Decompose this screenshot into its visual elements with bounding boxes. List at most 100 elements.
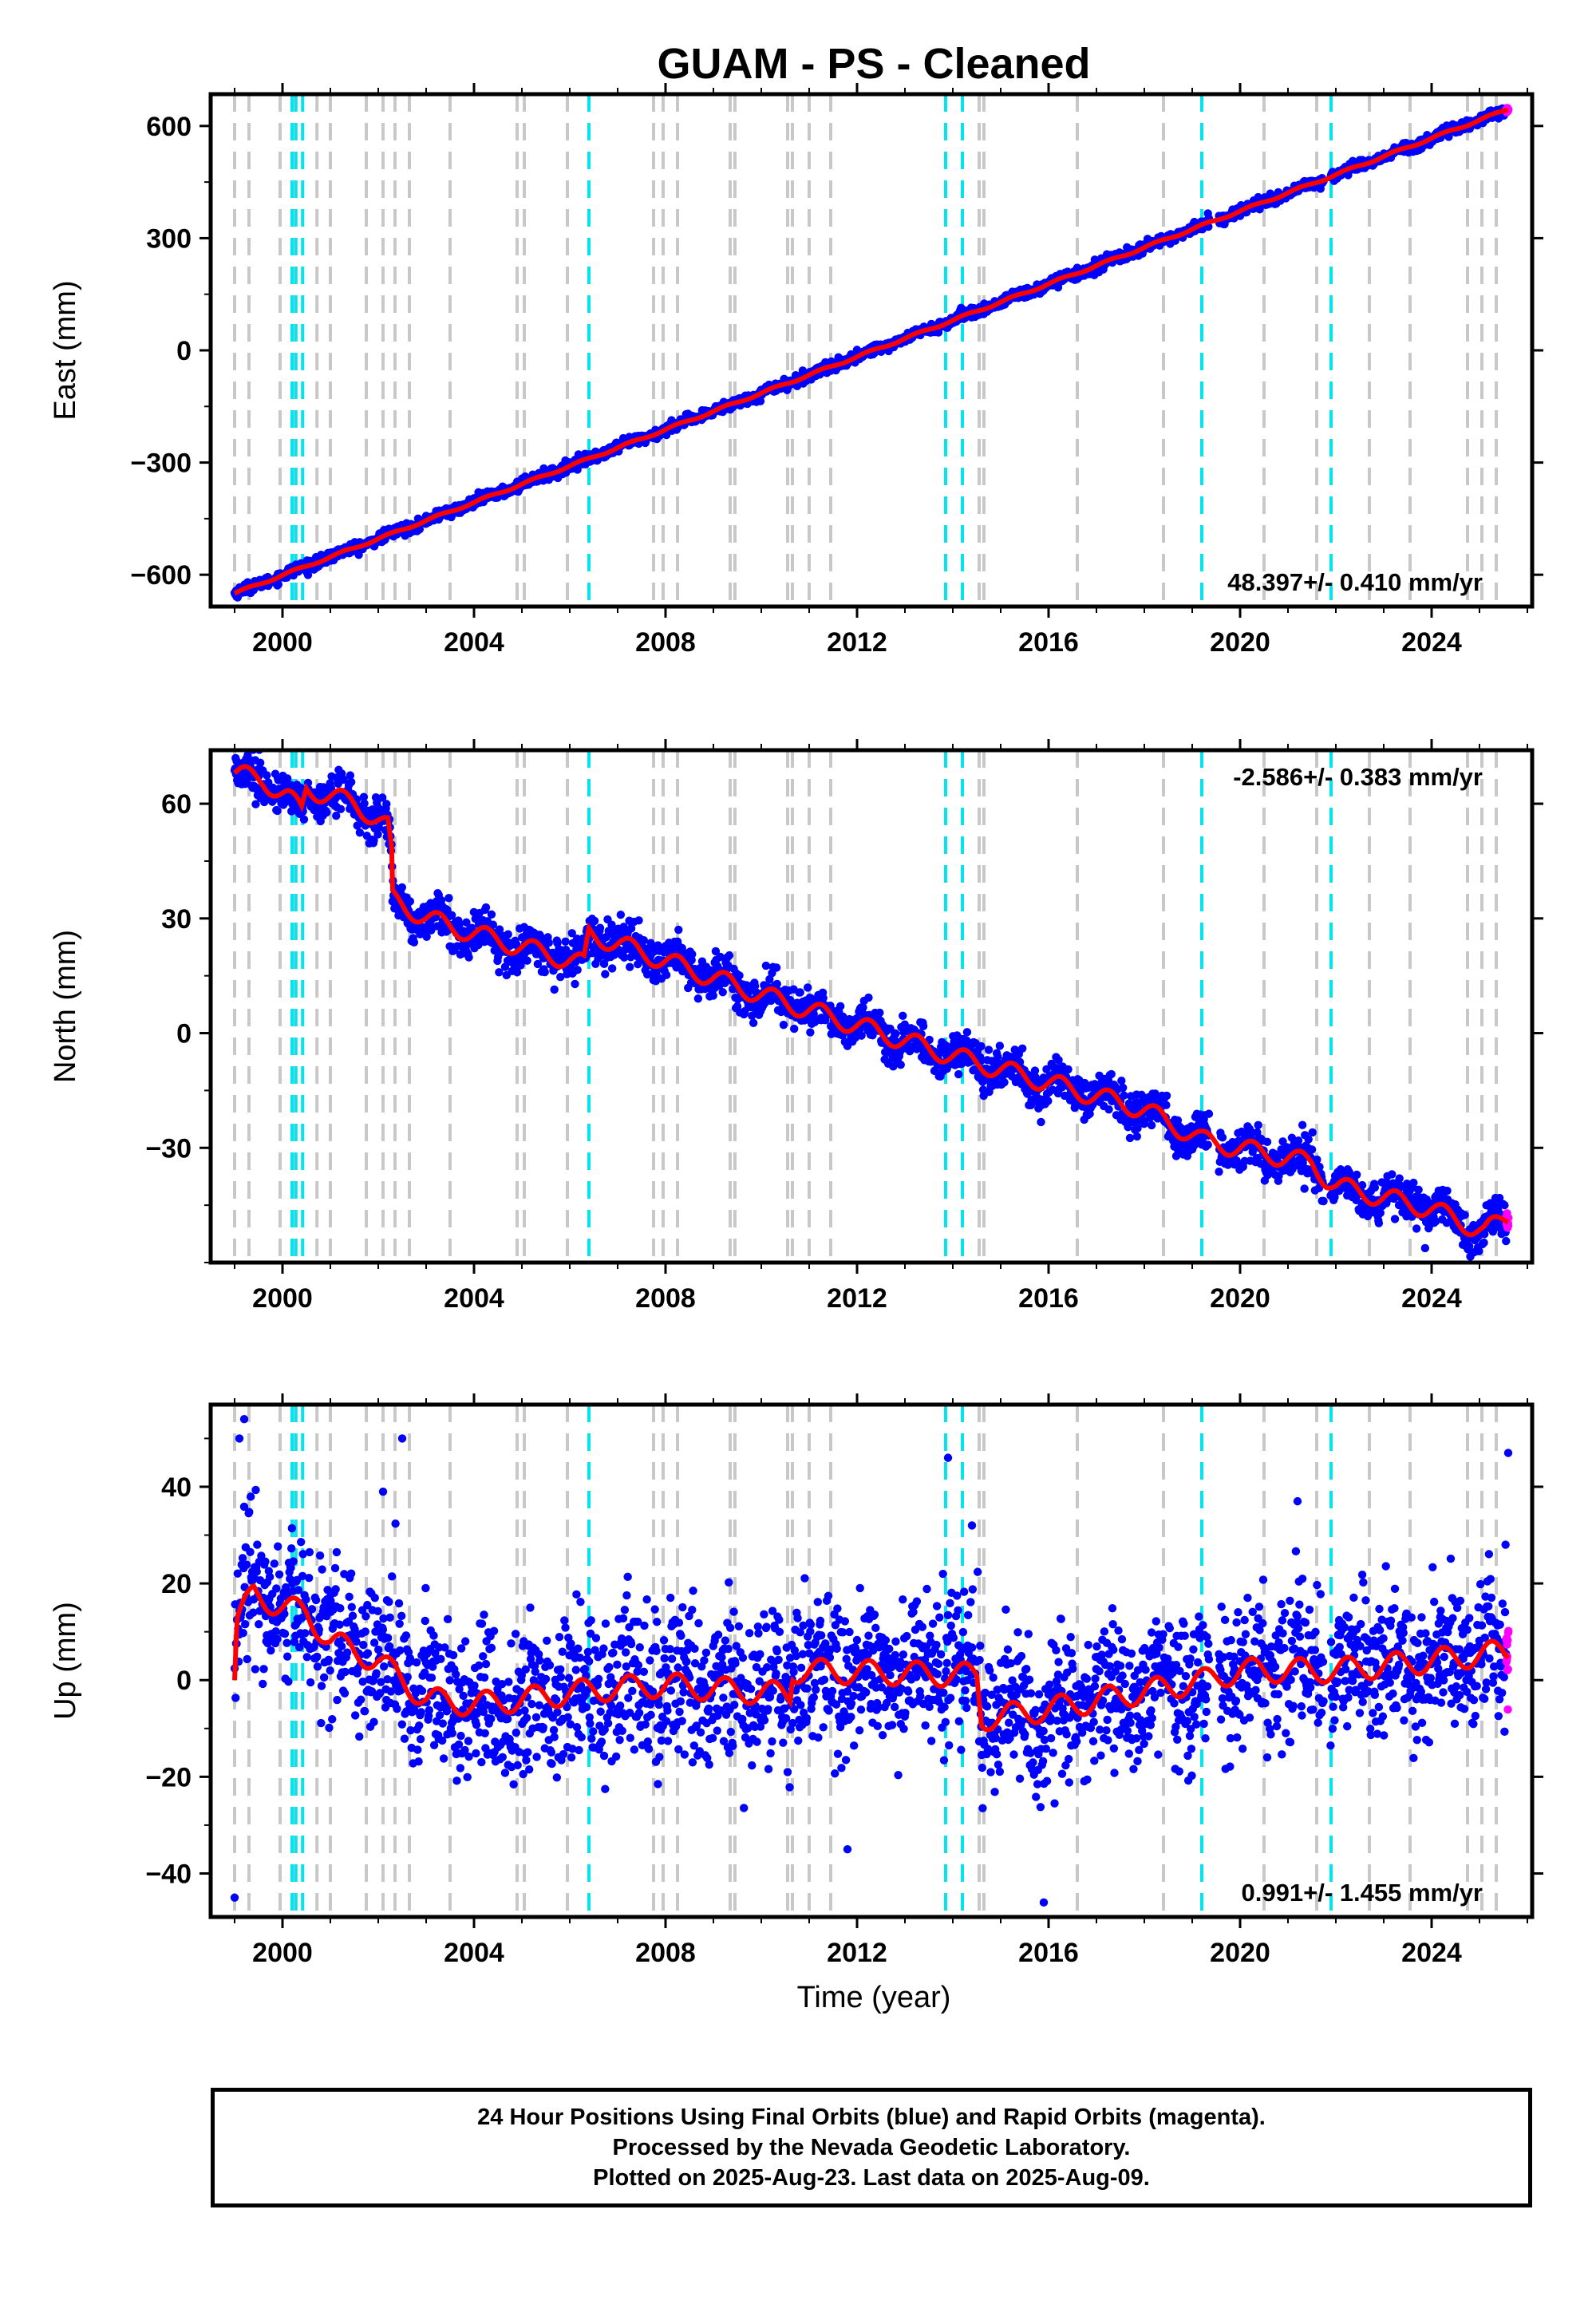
final-orbit-point: [693, 994, 703, 1003]
final-orbit-point: [1218, 1133, 1227, 1142]
final-orbit-point: [779, 1020, 788, 1030]
final-orbit-point: [263, 771, 271, 780]
final-orbit-point: [1104, 1105, 1113, 1114]
final-orbit-point: [1120, 1091, 1128, 1100]
y-tick-label: 600: [146, 112, 192, 142]
final-orbit-point: [487, 910, 496, 919]
final-orbit-point: [382, 800, 391, 808]
final-orbit-point: [405, 897, 415, 906]
final-orbit-point: [1388, 1170, 1396, 1179]
final-orbit-point: [373, 830, 382, 839]
final-orbit-point: [1037, 1117, 1045, 1127]
final-orbit-point: [561, 937, 570, 946]
final-orbit-point: [409, 938, 419, 947]
model-fit-line: [233, 107, 1509, 596]
final-orbit-point: [255, 758, 265, 768]
final-orbit-point: [616, 911, 626, 919]
final-orbit-point: [544, 939, 553, 947]
final-orbit-point: [232, 757, 241, 765]
final-orbit-point: [590, 916, 599, 926]
final-orbit-point: [504, 930, 512, 939]
y-tick-label: −300: [130, 449, 192, 479]
y-tick-label: 0: [176, 336, 192, 366]
final-orbit-point: [1064, 1065, 1073, 1074]
final-orbit-point: [447, 911, 456, 920]
final-orbit-point: [1376, 1208, 1385, 1218]
final-orbit-point: [718, 988, 727, 997]
final-orbit-point: [1308, 1128, 1317, 1137]
final-orbit-point: [464, 953, 473, 962]
final-orbit-point: [397, 883, 406, 892]
final-orbit-point: [1352, 1170, 1361, 1180]
final-orbit-point: [1162, 1101, 1171, 1109]
final-orbit-point: [772, 963, 781, 972]
final-orbit-point: [251, 800, 260, 808]
final-orbit-point: [634, 916, 643, 925]
final-orbit-point: [346, 777, 356, 787]
final-orbit-point: [1298, 1120, 1307, 1129]
x-tick-label: 2008: [635, 627, 696, 658]
final-orbit-point: [625, 962, 634, 971]
final-orbit-point: [1117, 1077, 1126, 1085]
final-orbit-point: [662, 970, 671, 979]
final-orbit-point: [378, 793, 387, 802]
final-orbit-point: [1044, 1097, 1053, 1105]
final-orbit-point: [804, 983, 812, 992]
final-orbit-point: [761, 961, 771, 970]
final-orbit-point: [339, 775, 348, 785]
final-orbit-point: [444, 894, 453, 903]
final-orbit-point: [346, 771, 355, 780]
final-orbit-point: [1147, 1120, 1156, 1130]
final-orbit-point: [1294, 1136, 1303, 1145]
final-orbit-point: [595, 923, 605, 932]
x-tick-label: 2000: [252, 627, 313, 658]
final-orbit-point: [299, 815, 309, 824]
final-orbit-point: [273, 806, 282, 816]
final-orbit-point: [1304, 1135, 1313, 1144]
final-orbit-point: [360, 799, 369, 808]
final-orbit-point: [550, 985, 559, 994]
final-orbit-point: [332, 811, 341, 820]
final-orbit-point: [422, 932, 431, 941]
final-orbit-point: [336, 804, 346, 814]
final-orbit-point: [1370, 1183, 1380, 1192]
final-orbit-point: [1132, 1132, 1142, 1141]
final-orbit-point: [984, 1045, 994, 1054]
final-orbit-point: [303, 571, 313, 579]
final-orbit-point: [540, 967, 549, 977]
chart-title: GUAM - PS - Cleaned: [657, 40, 1090, 88]
final-orbit-point: [896, 1060, 905, 1069]
final-orbit-point: [481, 903, 491, 912]
final-orbit-point: [875, 1008, 884, 1018]
final-orbit-point: [607, 964, 617, 973]
final-orbit-point: [571, 979, 579, 989]
final-orbit-point: [282, 774, 292, 783]
final-orbit-point: [836, 1002, 845, 1011]
final-orbit-point: [1374, 1219, 1384, 1227]
rate-label: 48.397+/- 0.410 mm/yr: [1227, 568, 1483, 596]
final-orbit-point: [427, 926, 436, 935]
final-orbit-point: [1125, 1133, 1135, 1143]
final-orbit-point: [359, 792, 369, 801]
final-orbit-point: [1119, 1083, 1128, 1093]
final-orbit-point: [796, 988, 804, 997]
final-orbit-point: [1300, 1184, 1309, 1193]
final-orbit-point: [899, 1011, 907, 1021]
final-orbit-point: [1204, 1109, 1214, 1118]
y-tick-label: 300: [146, 223, 192, 254]
x-tick-label: 2012: [827, 627, 887, 658]
final-orbit-point: [806, 1028, 815, 1037]
x-tick-label: 2004: [444, 627, 504, 658]
final-orbit-point: [523, 956, 531, 965]
final-orbit-point: [1018, 1044, 1027, 1053]
final-orbit-point: [819, 994, 828, 1002]
final-orbit-point: [1307, 1145, 1317, 1154]
final-orbit-point: [1107, 1069, 1116, 1079]
final-orbit-point: [601, 970, 610, 978]
y-axis-title: East (mm): [49, 280, 82, 420]
final-orbit-point: [756, 397, 765, 405]
